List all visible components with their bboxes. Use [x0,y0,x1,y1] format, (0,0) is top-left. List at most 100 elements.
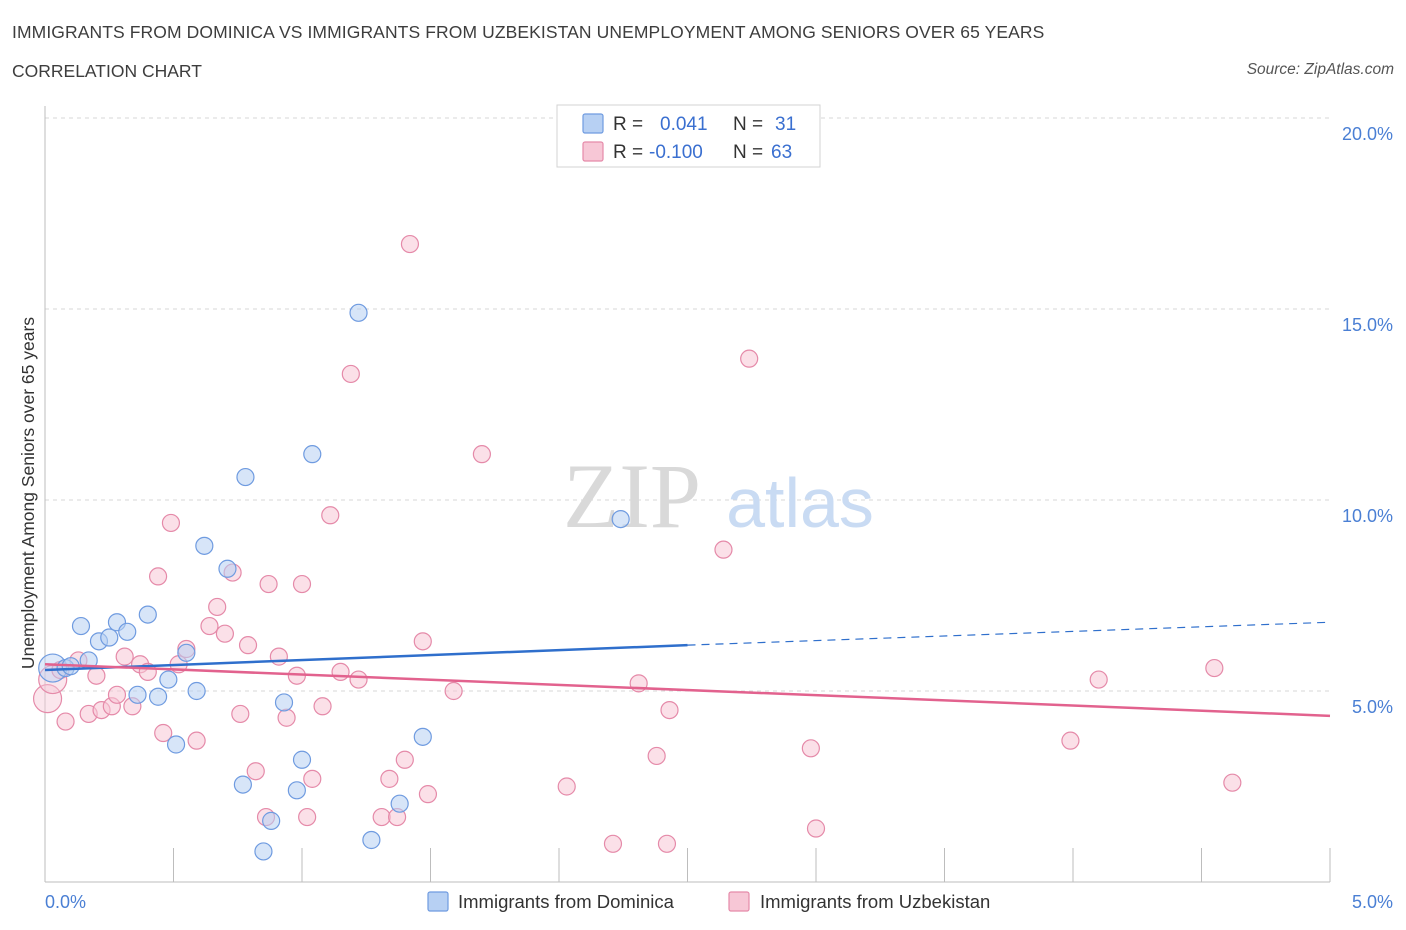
dominica-point-20 [262,811,281,830]
uzbekistan-point-28 [269,647,288,666]
y-tick-label-2: 15.0% [1342,315,1393,335]
uzbekistan-point-14 [154,723,173,743]
uzbekistan-point-18 [187,731,206,750]
uzbekistan-point-43 [400,234,420,254]
uzbekistan-point-37 [341,364,360,384]
uzbekistan-point-31 [292,574,312,594]
legend-swatch-dominica [582,113,604,134]
uzbekistan-points [32,234,1242,853]
dominica-trend-extension [687,621,1331,646]
legend-n-value-uzbekistan: 63 [771,142,792,163]
dominica-point-24 [303,445,322,464]
bottom-legend-swatch-uzbekistan [728,891,750,912]
y-axis-label: Unemployment Among Seniors over 65 years [18,317,38,669]
uzbekistan-point-40 [380,769,399,788]
uzbekistan-point-9 [115,647,134,666]
uzbekistan-point-59 [1089,670,1108,689]
legend-r-label-uzbekistan: R = [613,142,643,163]
dominica-point-23 [292,750,312,769]
uzbekistan-point-27 [259,574,278,594]
dominica-point-12 [166,735,186,754]
legend-r-label-dominica: R = [613,114,643,135]
uzbekistan-point-56 [801,739,820,758]
bottom-legend-label-uzbekistan: Immigrants from Uzbekistan [760,891,990,912]
dominica-point-5 [100,628,119,647]
x-tick-label-1: 5.0% [1352,892,1393,912]
dominica-point-26 [362,830,381,850]
uzbekistan-point-21 [215,624,234,643]
watermark-atlas: atlas [726,464,874,542]
axes-layer [44,106,1331,883]
uzbekistan-point-57 [806,819,826,838]
uzbekistan-point-38 [349,670,368,689]
y-tick-label-3: 20.0% [1342,124,1393,144]
source-credit: Source: ZipAtlas.com [1246,61,1394,78]
dominica-point-17 [233,775,252,794]
dominica-point-2 [71,616,91,636]
uzbekistan-point-51 [647,746,666,766]
chart-subtitle: CORRELATION CHART [12,61,202,81]
legend-n-label-uzbekistan: N = [733,142,763,163]
uzbekistan-point-48 [557,777,576,796]
legend-r-value-uzbekistan: -0.100 [649,142,703,163]
uzbekistan-point-44 [413,632,432,651]
uzbekistan-point-46 [444,681,463,701]
uzbekistan-point-23 [231,704,250,724]
chart-title: IMMIGRANTS FROM DOMINICA VS IMMIGRANTS F… [12,22,1045,42]
bottom-legend: Immigrants from Dominica Immigrants from… [427,891,990,912]
uzbekistan-point-20 [208,597,227,617]
dominica-point-13 [177,643,196,662]
uzbekistan-point-39 [372,807,391,827]
dominica-point-28 [413,727,432,746]
uzbekistan-point-8 [107,685,127,704]
uzbekistan-point-35 [321,506,340,525]
uzbekistan-point-29 [277,708,296,727]
y-tick-label-1: 10.0% [1342,506,1393,526]
watermark: ZIP atlas [563,445,874,547]
grid-layer [45,117,1330,692]
dominica-point-8 [128,685,147,704]
uzbekistan-point-52 [660,700,679,720]
dominica-point-14 [187,681,206,701]
dominica-point-22 [287,781,306,800]
uzbekistan-point-47 [472,445,491,464]
uzbekistan-point-13 [148,567,168,586]
uzbekistan-point-32 [298,807,317,827]
legend-n-label-dominica: N = [733,114,763,135]
dominica-trend-line [44,643,688,672]
uzbekistan-point-55 [740,349,759,368]
y-tick-label-0: 5.0% [1352,697,1393,717]
uzbekistan-point-2 [56,712,75,731]
uzbekistan-point-25 [246,762,265,781]
dominica-point-16 [218,559,237,578]
uzbekistan-point-58 [1061,731,1080,750]
ticks-layer: 5.0% 10.0% 15.0% 20.0% 0.0% 5.0% [45,124,1393,912]
dominica-point-19 [254,842,273,861]
uzbekistan-point-36 [331,662,350,682]
uzbekistan-point-5 [87,666,106,685]
legend-r-value-dominica: 0.041 [660,114,708,135]
uzbekistan-point-34 [313,697,332,716]
dominica-point-21 [274,693,294,712]
trend-layer [44,621,1331,718]
uzbekistan-point-60 [1205,658,1224,678]
uzbekistan-point-49 [603,834,623,853]
bottom-legend-label-dominica: Immigrants from Dominica [458,891,675,912]
watermark-zip: ZIP [563,445,701,547]
uzbekistan-point-19 [200,616,219,636]
dominica-point-29 [611,509,630,529]
dominica-point-11 [159,670,178,689]
dominica-point-25 [349,303,368,322]
uzbekistan-trend-line [44,663,1331,718]
uzbekistan-point-53 [657,834,677,853]
bottom-legend-swatch-dominica [427,891,449,912]
uzbekistan-point-15 [161,513,181,533]
dominica-points [38,303,630,861]
dominica-point-27 [390,794,409,813]
uzbekistan-point-61 [1223,773,1242,792]
legend-box: R = 0.041 N = 31 R = -0.100 N = 63 [556,104,821,168]
uzbekistan-point-24 [238,636,258,655]
dominica-point-18 [236,467,255,487]
legend-swatch-uzbekistan [582,141,604,162]
